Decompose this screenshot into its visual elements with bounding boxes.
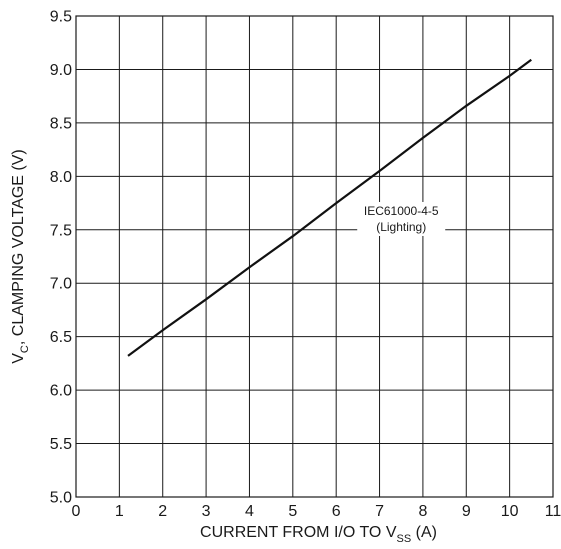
y-axis-title-suffix: , CLAMPING VOLTAGE (V) [10, 149, 27, 345]
x-tick-label-5: 5 [288, 503, 297, 520]
x-tick-label-3: 3 [202, 503, 211, 520]
annotation-background [357, 201, 446, 236]
annotation-line-2: (Lighting) [376, 220, 426, 234]
x-tick-label-1: 1 [115, 503, 124, 520]
y-tick-labels: 5.0 5.5 6.0 6.5 7.0 7.5 8.0 8.5 9.0 9.5 [50, 9, 72, 507]
annotation-line-1: IEC61000-4-5 [364, 204, 439, 218]
y-tick-label-8: 9.0 [50, 62, 72, 79]
y-tick-label-6: 8.0 [50, 169, 72, 186]
x-tick-label-6: 6 [332, 503, 341, 520]
x-tick-label-9: 9 [462, 503, 471, 520]
x-axis-title-suffix: (A) [411, 524, 437, 541]
x-tick-label-11: 11 [545, 503, 561, 520]
x-tick-label-2: 2 [158, 503, 167, 520]
plot-frame [75, 15, 554, 498]
x-axis-title-subscript: SS [397, 533, 412, 545]
y-tick-label-5: 7.5 [50, 222, 72, 239]
y-axis-title-main: V [10, 353, 27, 364]
x-tick-label-0: 0 [72, 503, 81, 520]
y-tick-label-0: 5.0 [50, 490, 72, 507]
y-axis-title: VC, CLAMPING VOLTAGE (V) [10, 149, 31, 364]
y-axis-title-subscript: C [19, 345, 31, 353]
series-layer [127, 58, 532, 357]
x-tick-labels: 0 1 2 3 4 5 6 7 8 9 10 11 [72, 503, 561, 520]
x-tick-label-7: 7 [375, 503, 384, 520]
series-line-0 [127, 58, 532, 357]
annotation: IEC61000-4-5 (Lighting) [357, 201, 446, 236]
x-tick-label-8: 8 [418, 503, 427, 520]
y-tick-label-2: 6.0 [50, 383, 72, 400]
x-axis-title: CURRENT FROM I/O TO VSS (A) [200, 524, 437, 545]
x-tick-label-4: 4 [245, 503, 254, 520]
y-tick-label-4: 7.0 [50, 276, 72, 293]
y-tick-label-1: 5.5 [50, 436, 72, 453]
y-tick-label-7: 8.5 [50, 115, 72, 132]
x-tick-label-10: 10 [501, 503, 519, 520]
plot-border [75, 15, 554, 498]
grid [75, 15, 554, 498]
y-tick-label-3: 6.5 [50, 329, 72, 346]
y-tick-label-9: 9.5 [50, 9, 72, 26]
x-axis-title-main: CURRENT FROM I/O TO V [200, 524, 397, 541]
